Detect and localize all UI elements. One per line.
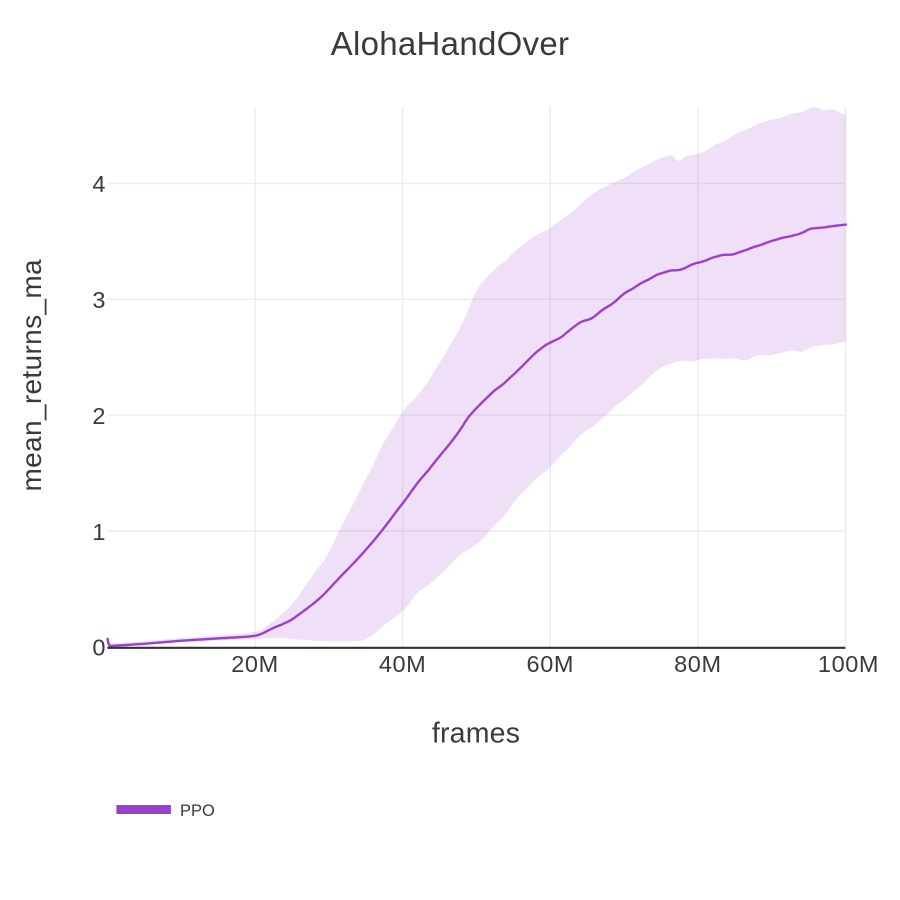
svg-text:80M: 80M — [674, 651, 722, 677]
svg-text:2: 2 — [92, 403, 106, 429]
svg-text:0: 0 — [92, 635, 106, 661]
svg-text:3: 3 — [92, 287, 106, 313]
svg-text:mean_returns_ma: mean_returns_ma — [16, 259, 47, 492]
svg-text:AlohaHandOver: AlohaHandOver — [331, 25, 570, 62]
svg-text:60M: 60M — [527, 651, 575, 677]
svg-text:40M: 40M — [379, 651, 427, 677]
svg-text:20M: 20M — [231, 651, 279, 677]
svg-text:4: 4 — [92, 171, 106, 197]
svg-text:frames: frames — [432, 718, 520, 750]
svg-text:1: 1 — [92, 519, 106, 545]
svg-text:PPO: PPO — [180, 802, 215, 820]
svg-text:100M: 100M — [818, 651, 879, 677]
